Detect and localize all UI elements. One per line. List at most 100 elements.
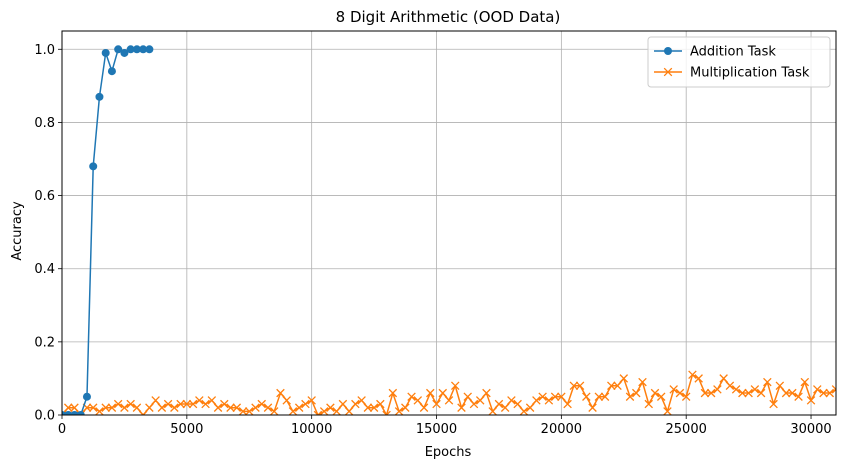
data-point (244, 407, 254, 415)
data-point (482, 388, 491, 398)
data-point (513, 399, 522, 409)
plot-area-frame (61, 30, 837, 416)
data-point (163, 399, 173, 409)
chart-title: 8 Digit Arithmetic (OOD Data) (336, 8, 561, 26)
data-point (663, 407, 672, 415)
data-point (731, 385, 741, 394)
x-tick-label: 15000 (416, 422, 457, 437)
data-point (788, 388, 797, 398)
data-point (201, 399, 210, 409)
x-tick-label: 20000 (541, 422, 582, 437)
data-point (725, 381, 735, 391)
data-point (213, 403, 223, 412)
data-point (744, 388, 753, 398)
data-point (64, 411, 73, 415)
data-point (220, 399, 229, 409)
data-point (550, 392, 560, 401)
data-point (407, 392, 416, 401)
data-point (444, 396, 454, 405)
data-point (607, 381, 616, 391)
data-point (207, 396, 217, 405)
data-point (319, 407, 329, 415)
data-point (763, 377, 772, 387)
legend-item: Multiplication Task (654, 66, 810, 81)
data-point (719, 374, 728, 383)
data-point (675, 388, 685, 398)
y-tick-label: 0.8 (34, 116, 55, 131)
data-point (588, 403, 597, 412)
data-point (132, 403, 142, 412)
y-tick-label: 0.4 (34, 262, 55, 277)
data-point (569, 381, 579, 391)
data-point (638, 377, 647, 387)
data-point (70, 403, 79, 412)
data-point (307, 396, 316, 405)
data-point (238, 407, 248, 415)
y-tick-label: 1.0 (34, 43, 55, 58)
data-point (738, 388, 747, 398)
data-point (95, 92, 104, 101)
data-point (557, 392, 566, 401)
data-point (463, 392, 472, 401)
data-point (282, 396, 291, 405)
data-point (650, 388, 660, 398)
data-point (351, 399, 360, 409)
data-point (813, 385, 822, 394)
x-tick-label: 10000 (291, 422, 332, 437)
y-axis-title: Accuracy (10, 201, 25, 261)
data-point (276, 388, 285, 398)
data-point (432, 399, 441, 409)
data-point (145, 45, 154, 54)
data-point (475, 396, 485, 405)
data-point (89, 162, 98, 171)
data-point (594, 392, 604, 401)
data-point (251, 403, 260, 412)
data-point (182, 399, 192, 409)
x-tick-label: 30000 (790, 422, 831, 437)
data-point (613, 381, 622, 391)
data-point (357, 396, 366, 405)
data-point (388, 388, 398, 398)
data-point (126, 45, 135, 54)
data-point (301, 399, 310, 409)
data-point (151, 396, 160, 405)
data-point (769, 399, 778, 409)
legend-label: Addition Task (690, 45, 776, 60)
data-point (756, 388, 766, 398)
data-point (631, 388, 641, 398)
data-point (669, 385, 678, 394)
data-point (688, 370, 697, 380)
data-point (313, 410, 323, 415)
data-point (532, 396, 541, 405)
data-point (269, 407, 279, 415)
data-point (70, 411, 79, 415)
data-point (681, 392, 691, 401)
data-point (107, 403, 117, 412)
data-point (107, 67, 116, 76)
data-point (600, 392, 610, 401)
data-point (120, 48, 129, 57)
data-point (132, 45, 141, 54)
data-point (519, 407, 529, 415)
data-point (376, 399, 385, 409)
legend-box (647, 36, 831, 88)
data-point (582, 392, 591, 401)
data-point (426, 388, 435, 398)
data-point (188, 399, 198, 409)
data-point (157, 403, 167, 412)
data-point (363, 403, 373, 412)
data-point (76, 411, 85, 415)
legend: Addition Task Multiplication Task (647, 36, 831, 88)
data-point (344, 407, 354, 415)
data-point (450, 381, 460, 391)
data-point (775, 381, 785, 391)
data-point (288, 407, 298, 415)
data-point (338, 399, 348, 409)
data-point (619, 374, 629, 383)
data-point (332, 407, 341, 415)
data-point (706, 388, 716, 398)
legend-item: Addition Task (654, 45, 776, 60)
data-point (825, 388, 835, 398)
x-axis-title: Epochs (425, 445, 472, 460)
